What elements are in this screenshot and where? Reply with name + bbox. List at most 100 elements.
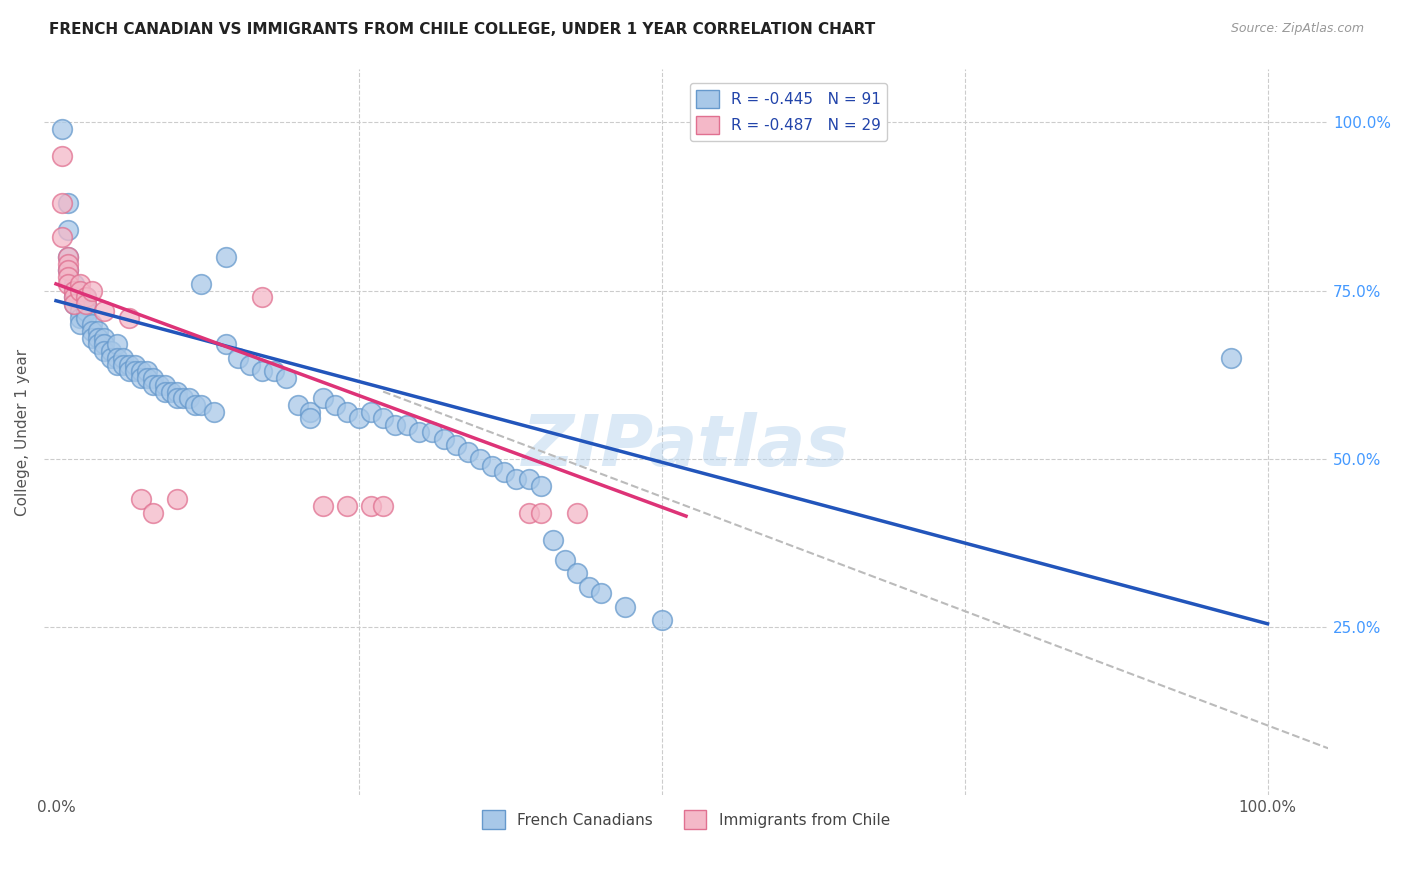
- Point: [87, 331, 110, 345]
- Point: [148, 377, 170, 392]
- Point: [360, 499, 382, 513]
- Point: [166, 492, 188, 507]
- Point: [311, 392, 333, 406]
- Point: [578, 580, 600, 594]
- Point: [93, 337, 115, 351]
- Point: [87, 324, 110, 338]
- Point: [82, 331, 104, 345]
- Point: [651, 614, 673, 628]
- Point: [481, 458, 503, 473]
- Point: [56, 250, 79, 264]
- Point: [63, 297, 86, 311]
- Point: [69, 277, 91, 291]
- Point: [105, 351, 128, 365]
- Point: [250, 290, 273, 304]
- Point: [299, 411, 322, 425]
- Point: [384, 418, 406, 433]
- Point: [93, 344, 115, 359]
- Point: [63, 297, 86, 311]
- Point: [129, 371, 152, 385]
- Point: [420, 425, 443, 439]
- Point: [135, 364, 157, 378]
- Point: [56, 250, 79, 264]
- Point: [153, 377, 176, 392]
- Point: [336, 405, 359, 419]
- Point: [100, 351, 122, 365]
- Point: [179, 392, 201, 406]
- Point: [287, 398, 309, 412]
- Point: [129, 492, 152, 507]
- Point: [172, 392, 194, 406]
- Legend: French Canadians, Immigrants from Chile: French Canadians, Immigrants from Chile: [477, 805, 896, 835]
- Point: [75, 297, 97, 311]
- Point: [153, 384, 176, 399]
- Point: [82, 318, 104, 332]
- Point: [190, 277, 212, 291]
- Point: [311, 499, 333, 513]
- Point: [323, 398, 346, 412]
- Point: [129, 364, 152, 378]
- Point: [444, 438, 467, 452]
- Point: [82, 324, 104, 338]
- Point: [93, 303, 115, 318]
- Point: [111, 358, 134, 372]
- Y-axis label: College, Under 1 year: College, Under 1 year: [15, 349, 30, 516]
- Point: [135, 371, 157, 385]
- Point: [214, 337, 236, 351]
- Point: [396, 418, 419, 433]
- Point: [105, 358, 128, 372]
- Point: [202, 405, 225, 419]
- Point: [517, 472, 540, 486]
- Point: [69, 284, 91, 298]
- Point: [56, 223, 79, 237]
- Point: [56, 263, 79, 277]
- Point: [63, 290, 86, 304]
- Point: [517, 506, 540, 520]
- Point: [565, 506, 588, 520]
- Point: [100, 344, 122, 359]
- Point: [1220, 351, 1243, 365]
- Point: [457, 445, 479, 459]
- Text: Source: ZipAtlas.com: Source: ZipAtlas.com: [1230, 22, 1364, 36]
- Point: [82, 284, 104, 298]
- Point: [93, 331, 115, 345]
- Point: [51, 196, 73, 211]
- Point: [494, 466, 516, 480]
- Point: [276, 371, 298, 385]
- Text: ZIPatlas: ZIPatlas: [522, 412, 849, 481]
- Point: [118, 364, 141, 378]
- Point: [530, 506, 553, 520]
- Point: [142, 371, 165, 385]
- Point: [118, 358, 141, 372]
- Point: [56, 270, 79, 285]
- Point: [468, 451, 491, 466]
- Point: [56, 277, 79, 291]
- Point: [408, 425, 430, 439]
- Point: [190, 398, 212, 412]
- Point: [433, 432, 456, 446]
- Point: [51, 229, 73, 244]
- Point: [111, 351, 134, 365]
- Text: FRENCH CANADIAN VS IMMIGRANTS FROM CHILE COLLEGE, UNDER 1 YEAR CORRELATION CHART: FRENCH CANADIAN VS IMMIGRANTS FROM CHILE…: [49, 22, 876, 37]
- Point: [75, 297, 97, 311]
- Point: [118, 310, 141, 325]
- Point: [124, 358, 146, 372]
- Point: [184, 398, 207, 412]
- Point: [75, 303, 97, 318]
- Point: [124, 364, 146, 378]
- Point: [565, 566, 588, 581]
- Point: [63, 290, 86, 304]
- Point: [69, 310, 91, 325]
- Point: [541, 533, 564, 547]
- Point: [51, 149, 73, 163]
- Point: [299, 405, 322, 419]
- Point: [166, 392, 188, 406]
- Point: [226, 351, 249, 365]
- Point: [69, 303, 91, 318]
- Point: [56, 263, 79, 277]
- Point: [51, 122, 73, 136]
- Point: [75, 290, 97, 304]
- Point: [63, 284, 86, 298]
- Point: [505, 472, 527, 486]
- Point: [56, 196, 79, 211]
